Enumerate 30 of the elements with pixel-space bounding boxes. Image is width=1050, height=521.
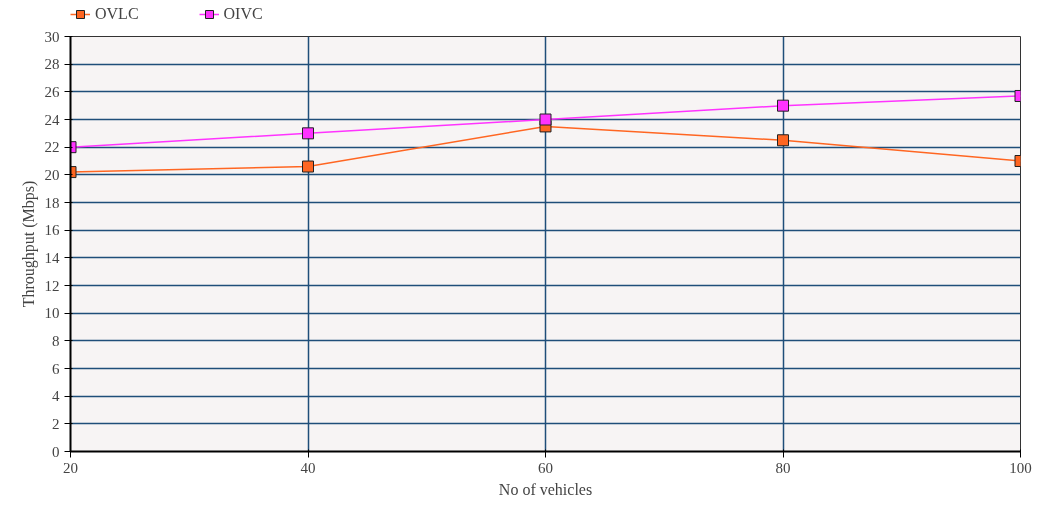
legend-label: OVLC xyxy=(95,5,139,23)
y-tick-label: 0 xyxy=(52,443,60,460)
y-tick-label: 4 xyxy=(52,388,60,405)
point xyxy=(777,99,789,112)
x-tick-label: 40 xyxy=(300,459,316,476)
x-tick-label: 100 xyxy=(1009,459,1032,476)
y-tick-label: 6 xyxy=(52,360,60,377)
point xyxy=(539,113,552,126)
x-tick-label: 80 xyxy=(775,459,791,476)
y-tick-label: 22 xyxy=(44,139,60,156)
x-tick-label: 60 xyxy=(538,459,553,476)
point xyxy=(302,160,314,173)
y-tick-label: 10 xyxy=(44,305,60,322)
y-tick-label: 14 xyxy=(44,249,60,266)
y-tick-label: 16 xyxy=(44,222,60,239)
x-tick-label: 20 xyxy=(63,459,78,476)
y-tick-label: 26 xyxy=(44,83,60,100)
y-axis-title: Throughput (Mbps) xyxy=(19,180,38,308)
y-tick-label: 8 xyxy=(52,332,60,349)
legend-label: OIVC xyxy=(223,5,263,23)
point xyxy=(777,134,789,147)
y-tick-label: 28 xyxy=(44,56,60,73)
y-tick-label: 18 xyxy=(44,194,60,211)
y-tick-label: 12 xyxy=(44,277,60,294)
point xyxy=(302,127,314,140)
y-tick-label: 20 xyxy=(44,166,60,183)
y-tick-label: 2 xyxy=(52,415,60,432)
y-tick-label: 30 xyxy=(44,28,60,45)
x-axis-title: No of vehicles xyxy=(498,480,593,498)
y-tick-label: 24 xyxy=(44,111,60,128)
